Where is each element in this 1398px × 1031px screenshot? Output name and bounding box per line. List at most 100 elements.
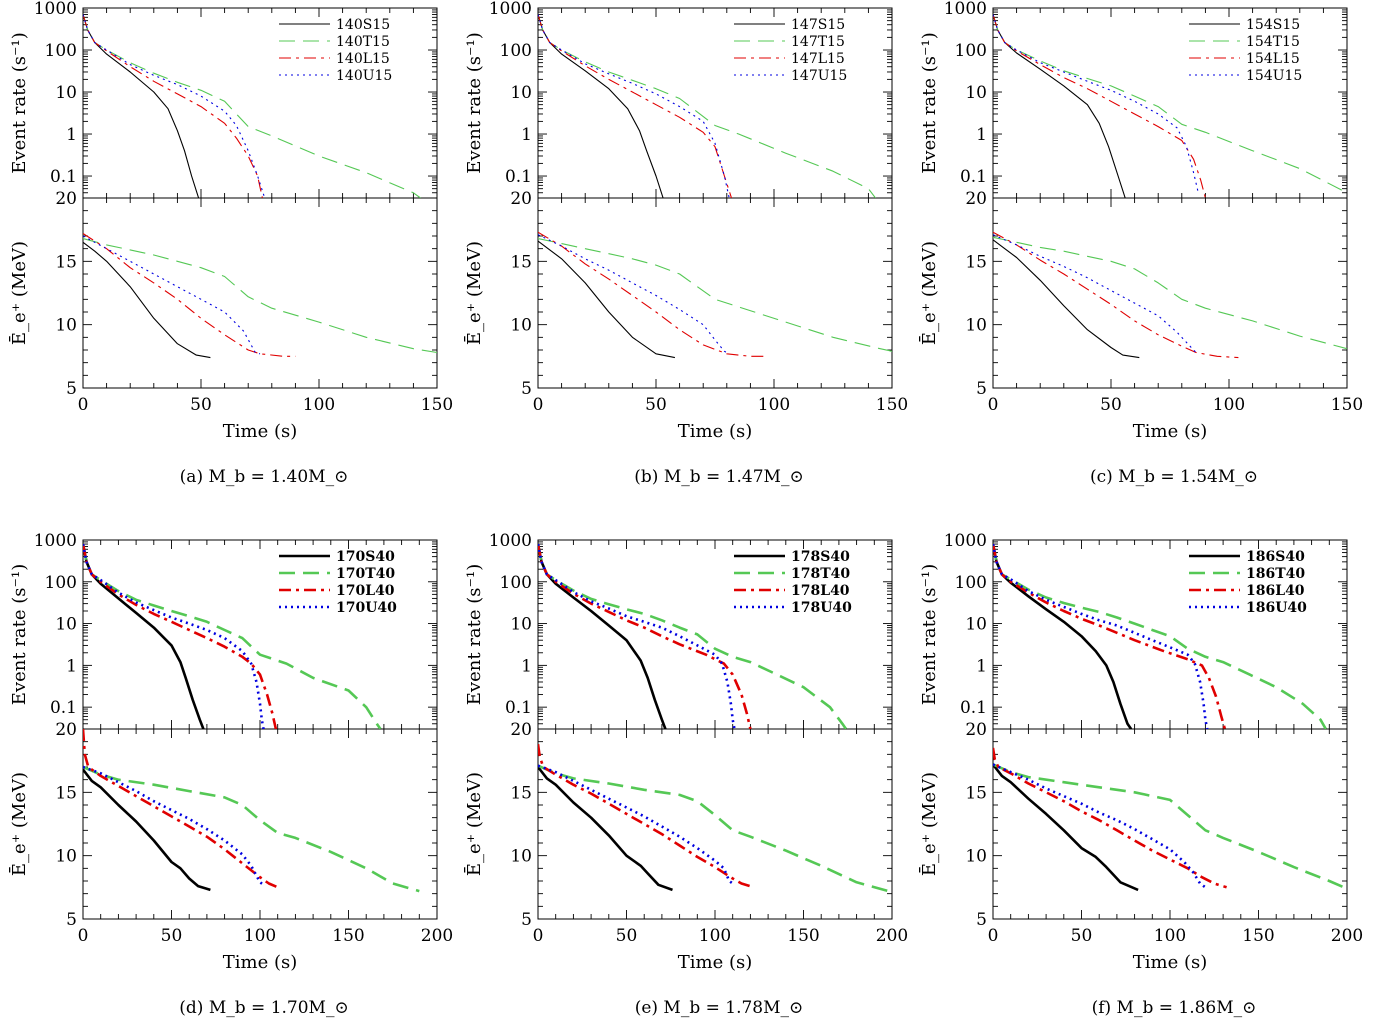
energy-axes-frame [992, 728, 1348, 920]
energy-ytick-label: 5 [976, 379, 987, 399]
panel-caption: (c) M_b = 1.54M_⊙ [1090, 467, 1258, 487]
xtick-label: 150 [787, 926, 819, 946]
rate-line-147S15 [538, 14, 664, 198]
legend-label-154S15: 154S15 [1246, 17, 1300, 33]
rate-line-178U40 [538, 543, 736, 729]
rate-line-170S40 [83, 543, 205, 729]
xtick-label: 150 [1242, 926, 1274, 946]
energy-line-154L15 [993, 231, 1239, 359]
xtick-label: 100 [699, 926, 731, 946]
rate-ytick-label: 1 [976, 656, 987, 676]
rate-ytick-label: 1 [976, 125, 987, 145]
rate-y-axis-label: Event rate (s⁻¹) [919, 32, 940, 173]
energy-ytick-label: 15 [510, 783, 532, 803]
energy-ytick-label: 10 [55, 316, 77, 336]
legend-label-147S15: 147S15 [791, 17, 845, 33]
energy-ytick-label: 20 [510, 720, 532, 740]
rate-line-170L40 [83, 543, 278, 729]
rate-plot-area [538, 14, 876, 198]
rate-ytick-label: 100 [955, 573, 987, 593]
rate-ytick-label: 10 [510, 615, 532, 635]
rate-ytick-label: 1 [66, 125, 77, 145]
legend-label-186S40: 186S40 [1246, 549, 1305, 565]
energy-y-axis-label: Ē_e⁺ (MeV) [462, 772, 485, 876]
energy-line-147U15 [538, 234, 730, 355]
energy-line-178L40 [538, 744, 755, 889]
xtick-label: 150 [421, 395, 453, 415]
legend-label-186U40: 186U40 [1246, 600, 1307, 616]
energy-plot-area [83, 233, 437, 359]
legend-label-186T40: 186T40 [1246, 566, 1305, 582]
rate-plot-area [83, 543, 382, 729]
xtick-label: 0 [988, 395, 999, 415]
rate-ytick-label: 1 [66, 656, 77, 676]
legend-label-154L15: 154L15 [1246, 51, 1300, 67]
panel-caption: (a) M_b = 1.40M_⊙ [180, 467, 349, 487]
panel-caption: (b) M_b = 1.47M_⊙ [634, 467, 803, 487]
energy-ytick-label: 20 [510, 189, 532, 209]
xtick-label: 150 [876, 395, 908, 415]
energy-plot-area [993, 747, 1347, 892]
energy-ytick-label: 20 [965, 720, 987, 740]
energy-line-178T40 [538, 764, 889, 893]
xtick-label: 50 [1100, 395, 1122, 415]
xtick-label: 200 [1331, 926, 1363, 946]
legend-label-147U15: 147U15 [791, 68, 847, 84]
energy-y-axis-label: Ē_e⁺ (MeV) [462, 241, 485, 345]
rate-ytick-label: 10 [965, 83, 987, 103]
energy-line-154U15 [993, 234, 1197, 353]
energy-ytick-label: 20 [55, 189, 77, 209]
xtick-label: 0 [533, 926, 544, 946]
energy-ytick-label: 10 [510, 847, 532, 867]
xtick-label: 150 [332, 926, 364, 946]
energy-line-140L15 [83, 233, 296, 357]
legend-label-140U15: 140U15 [336, 68, 392, 84]
energy-line-186S40 [993, 763, 1139, 892]
rate-ytick-label: 1000 [489, 531, 532, 551]
energy-plot-area [993, 231, 1347, 359]
energy-ytick-label: 5 [66, 910, 77, 930]
xtick-label: 200 [876, 926, 908, 946]
energy-line-186L40 [993, 747, 1227, 889]
x-axis-label: Time (s) [1133, 952, 1208, 973]
energy-line-178U40 [538, 764, 736, 886]
energy-line-147L15 [538, 231, 765, 357]
energy-ytick-label: 5 [976, 910, 987, 930]
energy-ytick-label: 15 [965, 252, 987, 272]
energy-ytick-label: 5 [521, 910, 532, 930]
legend-label-170S40: 170S40 [336, 549, 395, 565]
legend-label-178L40: 178L40 [791, 583, 850, 599]
xtick-label: 200 [421, 926, 453, 946]
energy-line-170U40 [83, 765, 265, 886]
legend-label-178T40: 178T40 [791, 566, 850, 582]
panel-caption: (d) M_b = 1.70M_⊙ [179, 998, 348, 1018]
energy-y-axis-label: Ē_e⁺ (MeV) [7, 772, 30, 876]
xtick-label: 100 [303, 395, 335, 415]
xtick-label: 150 [1331, 395, 1363, 415]
rate-line-147L15 [538, 14, 733, 198]
energy-ytick-label: 15 [55, 783, 77, 803]
energy-ytick-label: 15 [965, 783, 987, 803]
xtick-label: 100 [1213, 395, 1245, 415]
energy-line-170T40 [83, 765, 420, 893]
rate-line-154U15 [993, 14, 1199, 193]
energy-line-147T15 [538, 237, 892, 352]
rate-y-axis-label: Event rate (s⁻¹) [919, 564, 940, 705]
rate-y-axis-label: Event rate (s⁻¹) [464, 564, 485, 705]
rate-ytick-label: 1000 [34, 531, 77, 551]
energy-axes-frame [82, 197, 438, 389]
legend-label-170T40: 170T40 [336, 566, 395, 582]
x-axis-label: Time (s) [223, 952, 298, 973]
energy-y-axis-label: Ē_e⁺ (MeV) [917, 241, 940, 345]
rate-line-140U15 [83, 14, 266, 198]
rate-line-170T40 [83, 543, 382, 729]
rate-ytick-label: 100 [500, 573, 532, 593]
rate-line-140L15 [83, 14, 263, 198]
energy-line-170S40 [83, 768, 211, 892]
